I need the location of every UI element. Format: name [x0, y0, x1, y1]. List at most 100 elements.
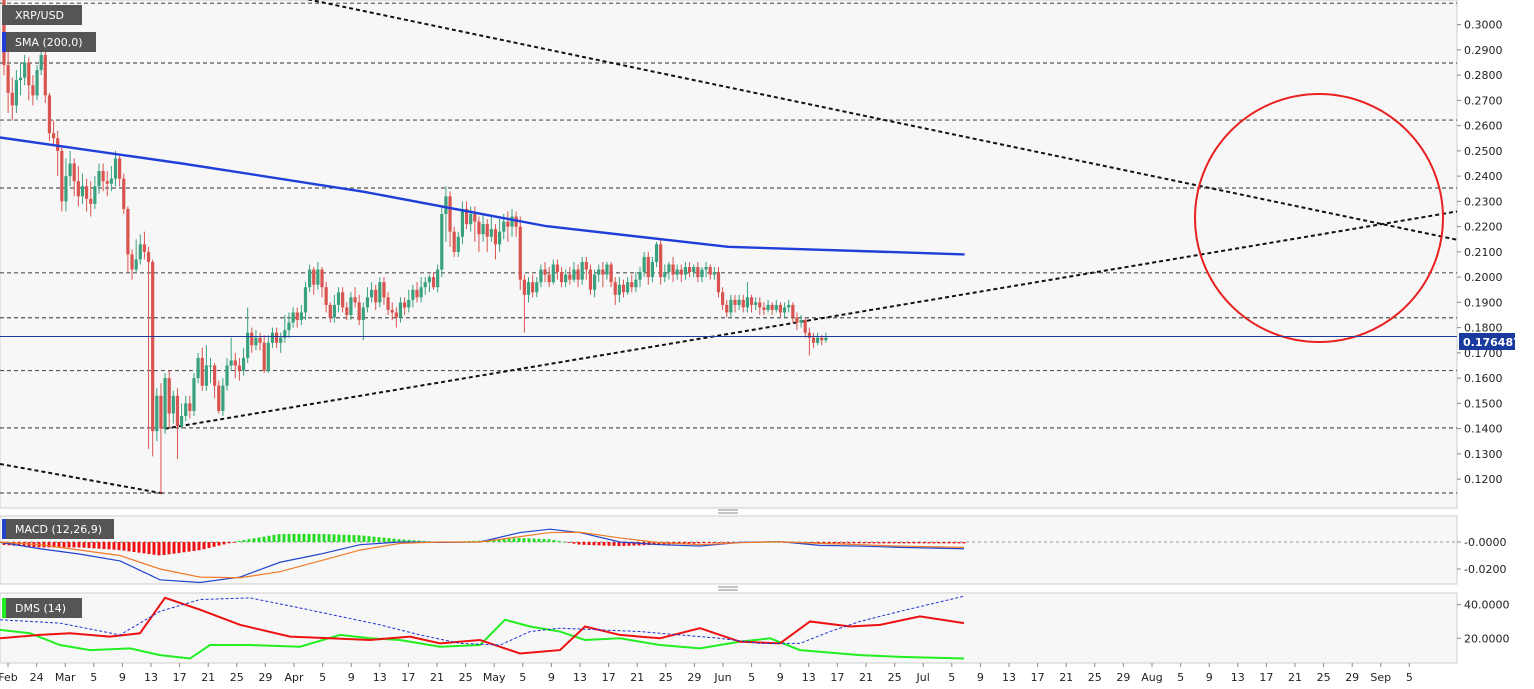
x-tick-label: 9 — [348, 671, 355, 684]
candle-body — [18, 77, 23, 81]
macd-histogram-bar — [822, 542, 826, 544]
main-y-tick-label: 0.1400 — [1464, 423, 1503, 436]
candle-body — [68, 163, 72, 177]
x-tick-label: 21 — [201, 671, 215, 684]
candle-body — [696, 267, 700, 278]
macd-histogram-bar — [57, 542, 61, 548]
candle-body — [729, 299, 733, 313]
candle-body — [229, 360, 233, 366]
main-y-tick-label: 0.2200 — [1464, 221, 1503, 234]
candle-body — [254, 337, 258, 346]
candle-body — [138, 244, 142, 260]
candle-body — [233, 360, 237, 366]
candle-body — [336, 292, 341, 305]
candle-body — [225, 365, 229, 386]
sma-label[interactable]: SMA (200,0) — [2, 32, 96, 52]
sma-label-text: SMA (200,0) — [15, 36, 83, 49]
candle-body — [737, 299, 741, 305]
main-y-tick-label: 0.1900 — [1464, 296, 1503, 309]
candle-body — [328, 304, 332, 318]
candle-body — [638, 272, 642, 280]
candle-body — [448, 196, 452, 232]
candle-body — [142, 244, 147, 252]
macd-histogram-bar — [342, 534, 346, 542]
macd-histogram-bar — [912, 542, 916, 544]
candle-body — [646, 256, 650, 278]
main-y-tick-label: 0.2500 — [1464, 145, 1503, 158]
sma-label-swatch — [2, 32, 6, 52]
x-tick-label: May — [483, 671, 506, 684]
macd-histogram-bar — [932, 542, 936, 544]
macd-histogram-bar — [362, 535, 366, 542]
candle-body — [568, 274, 572, 280]
candle-body — [803, 320, 807, 333]
macd-histogram-bar — [502, 539, 506, 542]
main-y-tick-label: 0.3000 — [1464, 19, 1503, 32]
macd-histogram-bar — [587, 542, 591, 546]
macd-histogram-bar — [512, 538, 516, 542]
candle-body — [700, 269, 704, 278]
candle-body — [782, 307, 787, 313]
macd-histogram-bar — [302, 533, 306, 542]
macd-histogram-bar — [407, 539, 411, 542]
x-tick-label: 25 — [1088, 671, 1102, 684]
candle-body — [547, 274, 551, 283]
candle-body — [155, 395, 159, 432]
candle-body — [485, 224, 489, 237]
macd-y-tick-label: -0.0200 — [1464, 563, 1506, 576]
macd-histogram-bar — [222, 542, 226, 545]
candle-body — [473, 214, 477, 222]
candle-body — [770, 304, 774, 310]
candle-body — [811, 337, 816, 343]
macd-histogram-bar — [107, 542, 111, 550]
candle-body — [85, 186, 89, 199]
macd-histogram-bar — [862, 542, 866, 544]
candle-body — [609, 264, 613, 283]
macd-label[interactable]: MACD (12,26,9) — [2, 519, 114, 539]
macd-histogram-bar — [372, 536, 376, 542]
x-tick-label: 9 — [777, 671, 784, 684]
macd-histogram-bar — [412, 540, 416, 542]
candle-body — [749, 297, 754, 305]
x-tick-label: 25 — [459, 671, 473, 684]
splitter-2[interactable] — [718, 586, 738, 591]
candle-body — [617, 284, 621, 295]
x-tick-label: Jul — [916, 671, 930, 684]
macd-histogram-bar — [552, 540, 556, 542]
candle-body — [217, 385, 221, 411]
candle-body — [675, 269, 679, 275]
main-y-tick-label: 0.2300 — [1464, 195, 1503, 208]
candle-body — [440, 214, 444, 270]
macd-histogram-bar — [317, 533, 321, 542]
candle-body — [415, 289, 419, 298]
macd-histogram-bar — [202, 542, 206, 550]
x-tick-label: 17 — [602, 671, 616, 684]
macd-histogram-bar — [147, 542, 151, 555]
x-tick-label: 25 — [1317, 671, 1331, 684]
candle-body — [551, 264, 555, 283]
x-tick-label: 13 — [1231, 671, 1245, 684]
symbol-label[interactable]: XRP/USD — [2, 5, 82, 25]
candle-body — [171, 395, 175, 414]
macd-histogram-bar — [307, 533, 311, 542]
macd-histogram-bar — [592, 542, 596, 546]
x-tick-label: 21 — [1059, 671, 1073, 684]
dms-label-bg — [2, 598, 82, 618]
candle-body — [592, 274, 597, 290]
candle-body — [97, 171, 101, 187]
candle-body — [630, 282, 634, 288]
candle-body — [213, 365, 217, 386]
macd-histogram-bar — [282, 533, 286, 542]
macd-histogram-bar — [207, 542, 211, 548]
macd-histogram-bar — [857, 542, 861, 544]
candle-body — [208, 365, 213, 367]
macd-histogram-bar — [142, 542, 146, 554]
dms-label[interactable]: DMS (14) — [2, 598, 82, 618]
macd-histogram-bar — [957, 542, 961, 544]
candle-body — [493, 229, 498, 245]
splitter-1[interactable] — [718, 509, 738, 514]
candle-body — [456, 236, 460, 252]
candle-body — [357, 302, 361, 321]
macd-histogram-bar — [557, 540, 561, 542]
macd-histogram-bar — [82, 542, 86, 548]
